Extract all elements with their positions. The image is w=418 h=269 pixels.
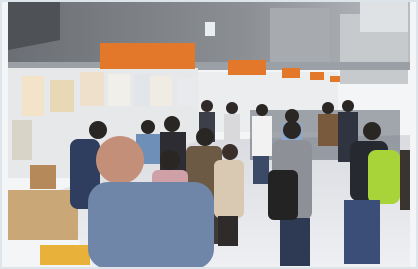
page: {}: [0, 0, 418, 269]
person-head: [141, 120, 155, 134]
person-head: [196, 128, 214, 146]
person-legs: [280, 218, 310, 266]
person-legs: [253, 156, 269, 184]
booth-table: [8, 190, 78, 240]
person-head: [160, 150, 180, 170]
window: [360, 2, 408, 32]
booth-sign: [100, 43, 195, 69]
exhibition-hall-photo: [0, 0, 418, 269]
person-body: [214, 160, 244, 218]
person-body: [318, 114, 338, 146]
person-head: [89, 121, 107, 139]
booth-sign: [282, 68, 300, 78]
poster: [12, 120, 32, 160]
person-legs: [344, 200, 380, 264]
person-head: [363, 122, 381, 140]
person-head: [322, 102, 334, 114]
poster: [108, 74, 130, 106]
person-legs: [218, 216, 238, 246]
poster: [178, 78, 196, 106]
plaid-shirt: [88, 182, 214, 269]
poster: [150, 76, 172, 106]
person-head: [226, 102, 238, 114]
poster: [50, 80, 74, 112]
person-head: [201, 100, 213, 112]
person-head: [285, 109, 299, 123]
bald-head: [96, 136, 144, 184]
person-head: [164, 116, 180, 132]
backpack: [368, 150, 400, 204]
display-stand: [40, 245, 90, 265]
person-head: [283, 121, 301, 139]
booth-sign: [330, 76, 340, 82]
poster: [80, 72, 104, 106]
booth-sign: [228, 60, 266, 75]
ceiling-light: [205, 22, 215, 36]
person-head: [222, 144, 238, 160]
person-head: [256, 104, 268, 116]
person-edge: [400, 150, 410, 210]
booth-sign: [310, 72, 324, 80]
person-head: [342, 100, 354, 112]
backpack: [268, 170, 298, 220]
person-body: [252, 116, 272, 156]
person-body: [224, 114, 240, 142]
poster: [22, 76, 44, 116]
back-wall-panel: [270, 8, 330, 63]
box: [30, 165, 56, 189]
